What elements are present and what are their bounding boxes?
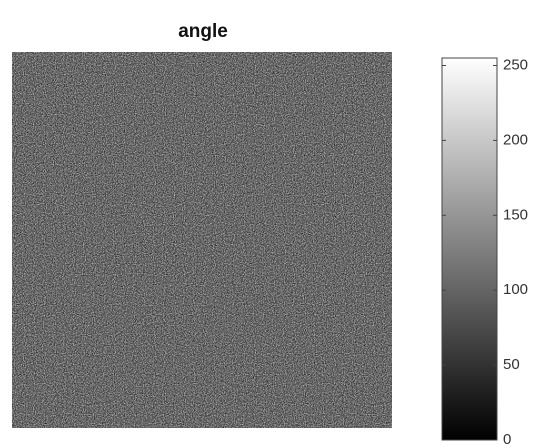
colorbar-tick-label: 50 <box>503 356 520 373</box>
colorbar-tick-label: 0 <box>503 431 511 445</box>
colorbar-tick-label: 200 <box>503 131 528 148</box>
colorbar-tick-label: 100 <box>503 281 528 298</box>
image <box>12 52 392 428</box>
colorbar-gradient <box>441 57 498 441</box>
colorbar-tick-label: 250 <box>503 56 528 73</box>
chart-title: angle <box>178 21 228 42</box>
colorbar-tick-label: 150 <box>503 206 528 223</box>
